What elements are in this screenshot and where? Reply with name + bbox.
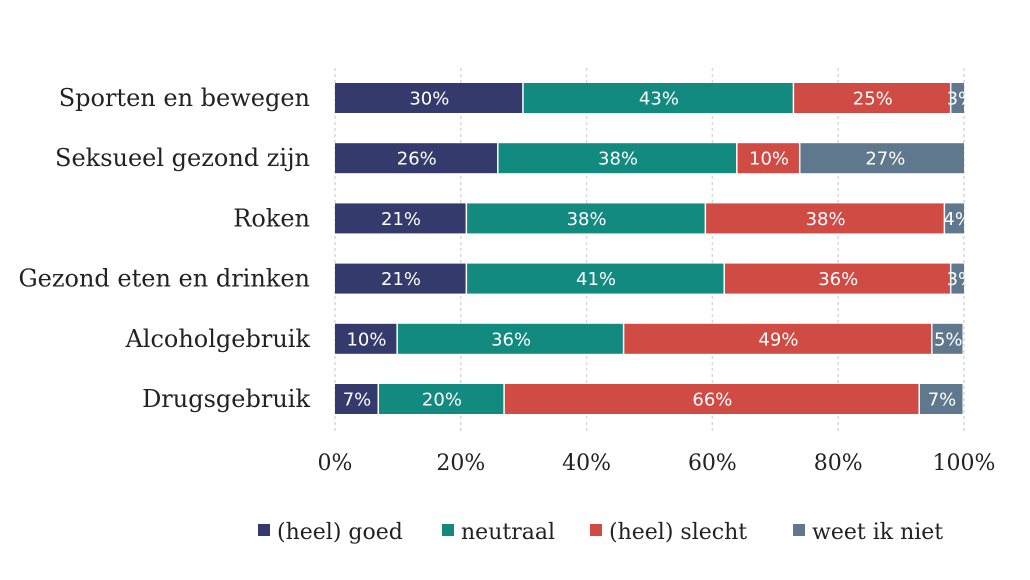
category-label: Seksueel gezond zijn [55, 144, 310, 172]
bar-segment [335, 143, 498, 174]
bar-segment [523, 83, 793, 113]
category-label: Drugsgebruik [142, 385, 310, 413]
data-label: 7% [928, 390, 957, 411]
data-label: 43% [639, 89, 679, 110]
data-label: 4% [943, 209, 972, 230]
legend-label: weet ik niet [812, 520, 943, 545]
bar-segment [706, 203, 944, 234]
data-label: 36% [491, 329, 531, 350]
bar-segment [467, 263, 724, 294]
data-label: 66% [692, 390, 732, 411]
gridlines [334, 68, 965, 432]
legend-swatch [258, 524, 270, 536]
data-label: 41% [576, 269, 616, 290]
data-label: 38% [806, 209, 846, 230]
bar-segment [951, 83, 964, 113]
category-label: Roken [233, 204, 310, 232]
bar-segment [945, 203, 964, 234]
legend-label: neutraal [461, 520, 555, 545]
category-label: Sporten en bewegen [59, 84, 310, 112]
data-label: 49% [758, 329, 798, 350]
category-label: Gezond eten en drinken [18, 265, 310, 293]
data-label: 25% [853, 89, 893, 110]
bar-segment [335, 203, 466, 234]
x-tick-label: 20% [436, 451, 485, 476]
data-label: 10% [749, 149, 789, 170]
bar-segment [335, 83, 523, 113]
data-label: 3% [947, 89, 976, 110]
data-label: 7% [343, 390, 372, 411]
bar-segment [498, 143, 737, 174]
bar-segment [724, 263, 950, 294]
category-labels: Sporten en bewegen Seksueel gezond zijn Ro… [18, 84, 310, 413]
legend-label: (heel) goed [277, 520, 403, 545]
legend-swatch [590, 524, 602, 536]
bar-segment [932, 323, 963, 354]
data-label: 21% [381, 269, 421, 290]
bar-segment [504, 384, 919, 414]
bar-segment [335, 263, 466, 294]
data-label: 30% [409, 89, 449, 110]
data-label: 38% [598, 149, 638, 170]
bar-segment [335, 384, 378, 414]
x-tick-label: 0% [318, 451, 353, 476]
bar-segment [800, 143, 964, 174]
data-label: 38% [567, 209, 607, 230]
bar-segment [624, 323, 932, 354]
legend-label: (heel) slecht [609, 520, 747, 545]
data-label: 26% [397, 149, 437, 170]
data-label: 3% [947, 269, 976, 290]
legend-swatch [442, 524, 454, 536]
legend-swatch [793, 524, 805, 536]
bar-segment [919, 384, 963, 414]
bar-segment [737, 143, 799, 174]
category-label: Alcoholgebruik [124, 325, 310, 353]
bar-segment [379, 384, 504, 414]
bar-segment [335, 323, 397, 354]
bar-segment [951, 263, 964, 294]
bar-segment [467, 203, 705, 234]
x-tick-label: 60% [688, 451, 737, 476]
bar-segment [397, 323, 623, 354]
x-tick-label: 80% [814, 451, 863, 476]
data-label: 21% [381, 209, 421, 230]
x-tick-label: 40% [562, 451, 611, 476]
x-tick-label: 100% [933, 451, 996, 476]
data-label: 20% [422, 390, 462, 411]
x-axis-ticks: 0% 20% 40% 60% 80% 100% [318, 451, 996, 476]
data-label: 5% [934, 329, 963, 350]
data-label: 10% [346, 329, 386, 350]
data-label: 27% [865, 149, 905, 170]
bar-segment [794, 83, 950, 113]
legend: (heel) goed neutraal (heel) slecht weet ik … [258, 520, 943, 545]
bars: 30% 43% 25% 3% 26% 38% 10% 27% 21% 38% 38% 4% 21% 41%… [335, 83, 976, 414]
data-label: 36% [818, 269, 858, 290]
